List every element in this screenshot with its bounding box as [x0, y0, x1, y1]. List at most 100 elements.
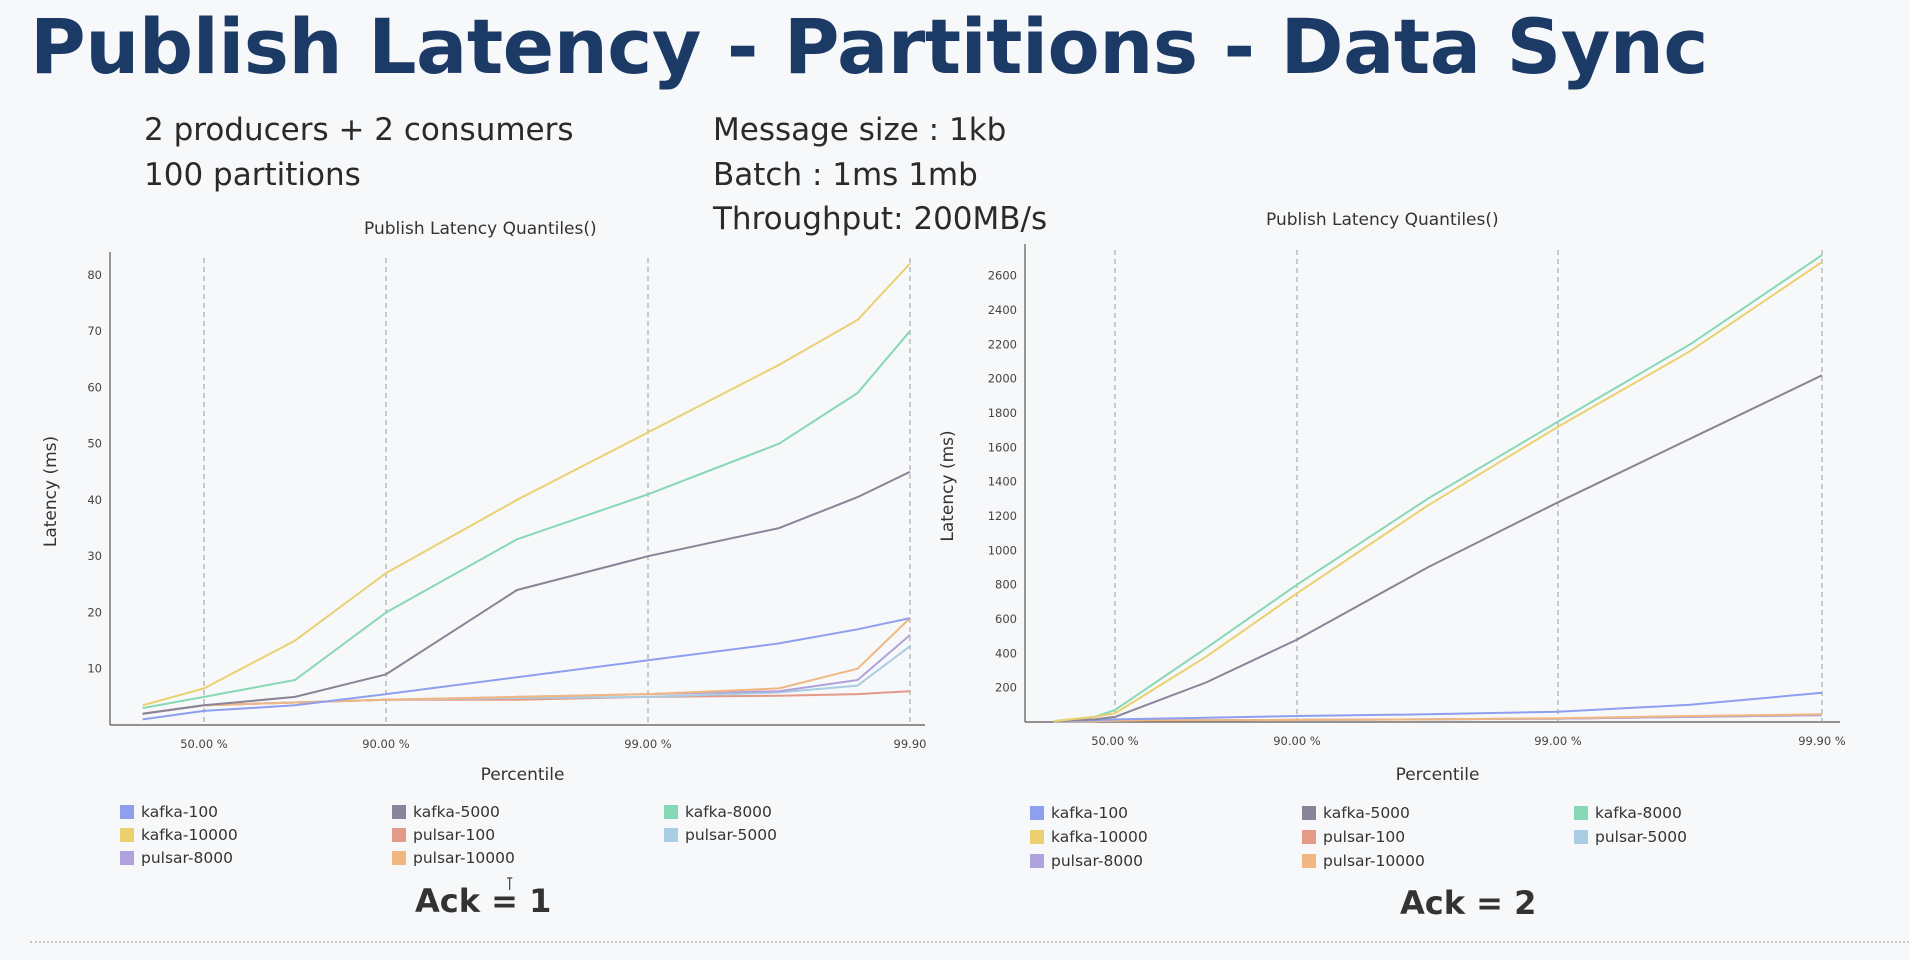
- left-series-kafka-5000: [142, 470, 911, 715]
- left-x-tick-label: 99.90: [894, 737, 927, 751]
- legend-item-pulsar-8000[interactable]: pulsar-8000: [120, 849, 233, 867]
- text-cursor-icon: ⊺: [505, 874, 515, 894]
- right-y-axis-title: Latency (ms): [938, 430, 958, 541]
- left-series-kafka-10000: [142, 262, 911, 707]
- legend-swatch: [1030, 830, 1044, 844]
- legend-label: pulsar-5000: [1595, 828, 1687, 846]
- legend-swatch: [1302, 830, 1316, 844]
- left-series-pulsar-8000: [142, 634, 911, 715]
- info-throughput: Throughput: 200MB/s: [713, 201, 1048, 237]
- chart-right-title: Publish Latency Quantiles(): [1266, 210, 1499, 230]
- right-x-tick-label: 99.90 %: [1798, 734, 1846, 748]
- legend-swatch: [1302, 806, 1316, 820]
- legend-swatch: [392, 805, 406, 819]
- legend-item-kafka-5000[interactable]: kafka-5000: [1302, 804, 1410, 822]
- left-y-tick-label: 30: [87, 549, 102, 563]
- legend-label: kafka-8000: [1595, 804, 1682, 822]
- legend-item-pulsar-100[interactable]: pulsar-100: [1302, 828, 1405, 846]
- legend-swatch: [120, 828, 134, 842]
- legend-swatch: [664, 828, 678, 842]
- right-y-tick-label: 1400: [988, 475, 1017, 489]
- right-series-kafka-8000: [1053, 254, 1823, 723]
- legend-item-pulsar-10000[interactable]: pulsar-10000: [1302, 852, 1425, 870]
- left-y-tick-label: 60: [87, 380, 102, 394]
- info-partitions: 100 partitions: [144, 157, 361, 193]
- legend-label: kafka-5000: [413, 803, 500, 821]
- right-x-axis-title: Percentile: [1396, 765, 1480, 785]
- left-y-tick-label: 50: [87, 437, 102, 451]
- left-x-tick-label: 50.00 %: [180, 737, 228, 751]
- legend-label: kafka-8000: [685, 803, 772, 821]
- legend-item-pulsar-8000[interactable]: pulsar-8000: [1030, 852, 1143, 870]
- legend-item-pulsar-5000[interactable]: pulsar-5000: [664, 826, 777, 844]
- ack-left-label: Ack = 1: [415, 882, 552, 920]
- legend-label: pulsar-8000: [1051, 852, 1143, 870]
- left-series-pulsar-100: [142, 690, 911, 715]
- left-y-tick-label: 20: [87, 605, 102, 619]
- left-series-kafka-100: [142, 617, 911, 721]
- legend-label: kafka-100: [1051, 804, 1129, 822]
- right-y-tick-label: 200: [995, 681, 1017, 695]
- right-y-tick-label: 1000: [988, 543, 1017, 557]
- info-producers: 2 producers + 2 consumers: [144, 112, 574, 148]
- right-y-tick-label: 1200: [988, 509, 1017, 523]
- left-x-axis-title: Percentile: [481, 765, 565, 785]
- slide-title: Publish Latency - Partitions - Data Sync: [30, 2, 1708, 91]
- left-series-kafka-8000: [142, 330, 911, 710]
- legend-item-kafka-10000[interactable]: kafka-10000: [120, 826, 238, 844]
- right-y-tick-label: 2400: [988, 303, 1017, 317]
- divider: [30, 941, 1909, 943]
- legend-label: pulsar-10000: [413, 849, 515, 867]
- left-y-axis-title: Latency (ms): [41, 436, 61, 547]
- left-y-tick-label: 80: [87, 268, 102, 282]
- left-y-tick-label: 40: [87, 493, 102, 507]
- right-x-tick-label: 90.00 %: [1273, 734, 1321, 748]
- legend-label: kafka-5000: [1323, 804, 1410, 822]
- legend-item-pulsar-100[interactable]: pulsar-100: [392, 826, 495, 844]
- left-y-tick-label: 10: [87, 662, 102, 676]
- legend-item-kafka-10000[interactable]: kafka-10000: [1030, 828, 1148, 846]
- legend-swatch: [120, 851, 134, 865]
- right-y-tick-label: 800: [995, 578, 1017, 592]
- right-y-tick-label: 2000: [988, 372, 1017, 386]
- left-series-pulsar-10000: [142, 617, 911, 715]
- legend-label: kafka-10000: [141, 826, 238, 844]
- legend-swatch: [1030, 854, 1044, 868]
- legend-label: pulsar-10000: [1323, 852, 1425, 870]
- info-message-size: Message size : 1kb: [713, 112, 1007, 148]
- right-series-kafka-5000: [1053, 374, 1823, 723]
- legend-item-kafka-5000[interactable]: kafka-5000: [392, 803, 500, 821]
- legend-swatch: [1302, 854, 1316, 868]
- legend-swatch: [1574, 806, 1588, 820]
- legend-item-kafka-100[interactable]: kafka-100: [120, 803, 218, 821]
- legend-swatch: [664, 805, 678, 819]
- left-x-tick-label: 90.00 %: [362, 737, 410, 751]
- info-batch: Batch : 1ms 1mb: [713, 157, 978, 193]
- legend-swatch: [392, 851, 406, 865]
- legend-label: pulsar-5000: [685, 826, 777, 844]
- right-x-tick-label: 99.00 %: [1534, 734, 1582, 748]
- right-x-tick-label: 50.00 %: [1091, 734, 1139, 748]
- right-y-tick-label: 1600: [988, 440, 1017, 454]
- left-x-tick-label: 99.00 %: [624, 737, 672, 751]
- legend-label: kafka-10000: [1051, 828, 1148, 846]
- left-y-tick-label: 70: [87, 324, 102, 338]
- ack-right-label: Ack = 2: [1400, 884, 1537, 922]
- legend-label: kafka-100: [141, 803, 219, 821]
- legend-label: pulsar-8000: [141, 849, 233, 867]
- right-y-tick-label: 2200: [988, 337, 1017, 351]
- legend-item-pulsar-10000[interactable]: pulsar-10000: [392, 849, 515, 867]
- right-y-tick-label: 400: [995, 646, 1017, 660]
- legend-item-pulsar-5000[interactable]: pulsar-5000: [1574, 828, 1687, 846]
- right-y-tick-label: 600: [995, 612, 1017, 626]
- legend-item-kafka-100[interactable]: kafka-100: [1030, 804, 1128, 822]
- legend-label: pulsar-100: [413, 826, 496, 844]
- legend-item-kafka-8000[interactable]: kafka-8000: [664, 803, 772, 821]
- chart-left-title: Publish Latency Quantiles(): [364, 219, 597, 239]
- right-series-kafka-100: [1053, 691, 1823, 723]
- legend-swatch: [1030, 806, 1044, 820]
- legend-item-kafka-8000[interactable]: kafka-8000: [1574, 804, 1682, 822]
- right-series-kafka-10000: [1053, 261, 1823, 723]
- legend-swatch: [1574, 830, 1588, 844]
